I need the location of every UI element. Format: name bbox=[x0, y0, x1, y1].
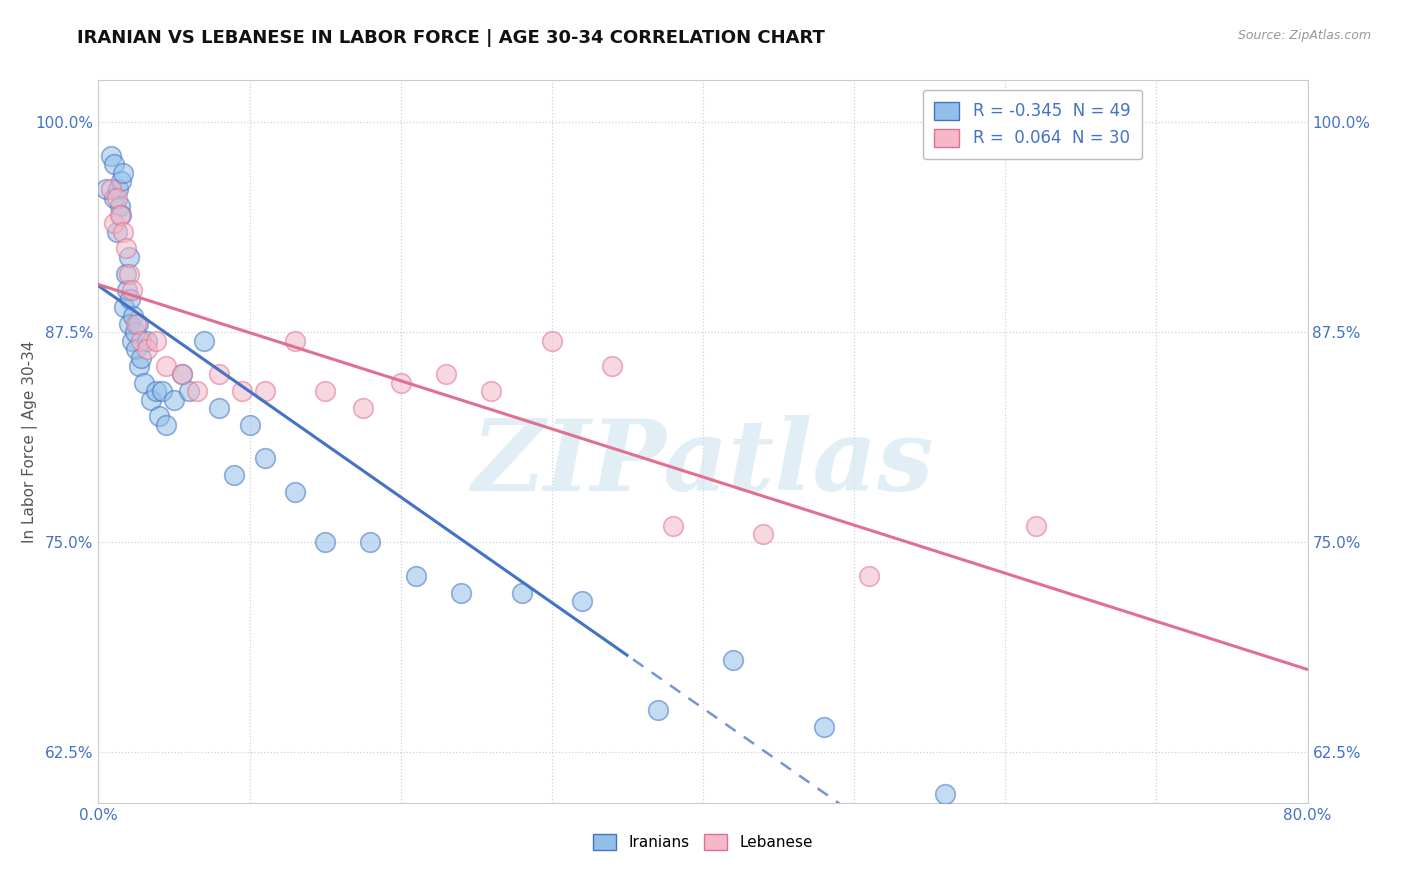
Point bbox=[105, 191, 128, 205]
Point bbox=[118, 317, 141, 331]
Point bbox=[813, 720, 835, 734]
Point bbox=[510, 586, 533, 600]
Point bbox=[193, 334, 215, 348]
Point bbox=[103, 216, 125, 230]
Point bbox=[145, 384, 167, 398]
Point bbox=[125, 342, 148, 356]
Point bbox=[155, 359, 177, 373]
Point bbox=[450, 586, 472, 600]
Point bbox=[94, 182, 117, 196]
Point bbox=[405, 569, 427, 583]
Point bbox=[723, 653, 745, 667]
Point bbox=[141, 392, 163, 407]
Point bbox=[114, 267, 136, 281]
Point bbox=[1024, 518, 1046, 533]
Point bbox=[352, 401, 374, 415]
Point bbox=[107, 182, 129, 196]
Point bbox=[186, 384, 208, 398]
Point bbox=[105, 225, 128, 239]
Point bbox=[208, 368, 231, 382]
Point bbox=[127, 317, 149, 331]
Point bbox=[115, 283, 138, 297]
Point bbox=[481, 384, 503, 398]
Point bbox=[120, 292, 142, 306]
Point bbox=[284, 334, 307, 348]
Point bbox=[111, 225, 134, 239]
Point bbox=[647, 703, 669, 717]
Point bbox=[108, 208, 131, 222]
Point bbox=[145, 334, 167, 348]
Point bbox=[125, 317, 148, 331]
Point bbox=[661, 518, 683, 533]
Point bbox=[360, 535, 382, 549]
Point bbox=[124, 326, 146, 340]
Point bbox=[121, 334, 143, 348]
Point bbox=[284, 485, 307, 500]
Point bbox=[208, 401, 231, 415]
Point bbox=[103, 157, 125, 171]
Point bbox=[100, 182, 122, 196]
Point bbox=[179, 384, 201, 398]
Point bbox=[540, 334, 562, 348]
Point bbox=[253, 451, 276, 466]
Point bbox=[858, 569, 880, 583]
Point bbox=[135, 334, 157, 348]
Point bbox=[231, 384, 253, 398]
Text: Source: ZipAtlas.com: Source: ZipAtlas.com bbox=[1237, 29, 1371, 42]
Point bbox=[148, 409, 170, 424]
Point bbox=[934, 788, 956, 802]
Point bbox=[253, 384, 276, 398]
Point bbox=[121, 283, 143, 297]
Point bbox=[239, 417, 262, 432]
Point bbox=[114, 241, 136, 255]
Point bbox=[314, 535, 336, 549]
Point bbox=[170, 368, 193, 382]
Y-axis label: In Labor Force | Age 30-34: In Labor Force | Age 30-34 bbox=[22, 340, 38, 543]
Point bbox=[135, 342, 157, 356]
Point bbox=[129, 351, 152, 365]
Point bbox=[434, 368, 457, 382]
Point bbox=[118, 250, 141, 264]
Point bbox=[224, 468, 246, 483]
Point bbox=[314, 384, 336, 398]
Point bbox=[108, 199, 131, 213]
Text: IRANIAN VS LEBANESE IN LABOR FORCE | AGE 30-34 CORRELATION CHART: IRANIAN VS LEBANESE IN LABOR FORCE | AGE… bbox=[77, 29, 825, 46]
Point bbox=[132, 376, 155, 390]
Text: ZIPatlas: ZIPatlas bbox=[472, 415, 934, 511]
Point bbox=[571, 594, 593, 608]
Point bbox=[103, 191, 125, 205]
Point bbox=[752, 527, 775, 541]
Point bbox=[129, 334, 152, 348]
Point bbox=[128, 359, 150, 373]
Point bbox=[110, 174, 132, 188]
Legend: Iranians, Lebanese: Iranians, Lebanese bbox=[586, 828, 820, 856]
Point bbox=[112, 300, 135, 314]
Point bbox=[118, 267, 141, 281]
Point bbox=[163, 392, 186, 407]
Point bbox=[122, 309, 145, 323]
Point bbox=[111, 166, 134, 180]
Point bbox=[100, 149, 122, 163]
Point bbox=[389, 376, 412, 390]
Point bbox=[602, 359, 624, 373]
Point bbox=[110, 208, 132, 222]
Point bbox=[150, 384, 173, 398]
Point bbox=[155, 417, 177, 432]
Point bbox=[170, 368, 193, 382]
